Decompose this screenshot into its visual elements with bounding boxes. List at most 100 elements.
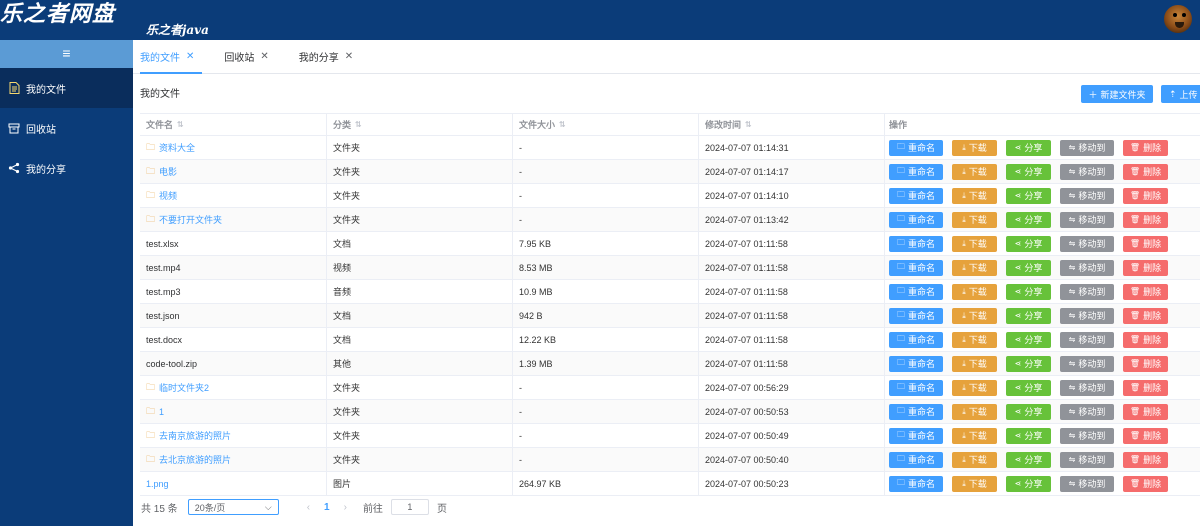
rename-button[interactable]: 🗀 重命名 xyxy=(889,283,943,300)
current-page-number[interactable]: 1 xyxy=(324,501,330,513)
column-header-time[interactable]: 修改时间 ⇅ xyxy=(699,114,885,135)
move-button[interactable]: ⇋ 移动到 xyxy=(1060,187,1114,204)
move-button[interactable]: ⇋ 移动到 xyxy=(1060,163,1114,180)
folder-link[interactable]: 资料大全 xyxy=(159,143,196,153)
column-header-name[interactable]: 文件名 ⇅ xyxy=(140,114,327,135)
tab-recycle-bin[interactable]: 回收站 ✕ xyxy=(224,39,276,73)
rename-button[interactable]: 🗀 重命名 xyxy=(889,259,943,276)
delete-button[interactable]: 🗑 删除 xyxy=(1123,187,1168,204)
next-page-icon[interactable]: › xyxy=(343,501,347,513)
share-button[interactable]: ⋖ 分享 xyxy=(1006,379,1051,396)
column-header-size[interactable]: 文件大小 ⇅ xyxy=(513,114,699,135)
page-size-select[interactable]: 20条/页 ⌵ xyxy=(187,499,279,515)
move-button[interactable]: ⇋ 移动到 xyxy=(1060,283,1114,300)
file-name[interactable]: 1.png xyxy=(146,478,169,489)
folder-link[interactable]: 去北京旅游的照片 xyxy=(159,455,232,465)
rename-button[interactable]: 🗀 重命名 xyxy=(889,211,943,228)
prev-page-icon[interactable]: ‹ xyxy=(306,501,311,513)
goto-page-input[interactable]: 1 xyxy=(390,499,429,515)
sidebar-item-recycle-bin[interactable]: 回收站 xyxy=(0,108,133,148)
column-header-type[interactable]: 分类 ⇅ xyxy=(327,114,513,135)
sidebar-item-my-files[interactable]: 我的文件 xyxy=(0,68,133,108)
move-button[interactable]: ⇋ 移动到 xyxy=(1060,427,1114,444)
move-button[interactable]: ⇋ 移动到 xyxy=(1060,403,1114,420)
move-button[interactable]: ⇋ 移动到 xyxy=(1060,139,1114,156)
download-button[interactable]: ⤓ 下载 xyxy=(952,451,997,468)
delete-button[interactable]: 🗑 删除 xyxy=(1123,403,1168,420)
move-button[interactable]: ⇋ 移动到 xyxy=(1060,451,1114,468)
folder-link[interactable]: 视频 xyxy=(159,191,178,201)
download-button[interactable]: ⤓ 下载 xyxy=(952,187,997,204)
download-button[interactable]: ⤓ 下载 xyxy=(952,307,997,324)
folder-link[interactable]: 去南京旅游的照片 xyxy=(159,431,232,441)
tab-my-shares[interactable]: 我的分享 ✕ xyxy=(299,39,361,73)
download-button[interactable]: ⤓ 下载 xyxy=(952,235,997,252)
move-button[interactable]: ⇋ 移动到 xyxy=(1060,307,1114,324)
delete-button[interactable]: 🗑 删除 xyxy=(1123,451,1168,468)
sort-icon[interactable]: ⇅ xyxy=(559,120,566,129)
download-button[interactable]: ⤓ 下载 xyxy=(952,427,997,444)
rename-button[interactable]: 🗀 重命名 xyxy=(889,331,943,348)
delete-button[interactable]: 🗑 删除 xyxy=(1123,379,1168,396)
download-button[interactable]: ⤓ 下载 xyxy=(952,331,997,348)
rename-button[interactable]: 🗀 重命名 xyxy=(889,403,943,420)
share-button[interactable]: ⋖ 分享 xyxy=(1006,163,1051,180)
tab-my-files[interactable]: 我的文件 ✕ xyxy=(140,39,203,74)
share-button[interactable]: ⋖ 分享 xyxy=(1006,235,1051,252)
share-button[interactable]: ⋖ 分享 xyxy=(1006,451,1051,468)
download-button[interactable]: ⤓ 下载 xyxy=(952,379,997,396)
folder-link[interactable]: 临时文件夹2 xyxy=(159,383,210,393)
share-button[interactable]: ⋖ 分享 xyxy=(1006,139,1051,156)
sort-icon[interactable]: ⇅ xyxy=(177,120,184,129)
delete-button[interactable]: 🗑 删除 xyxy=(1123,139,1168,156)
rename-button[interactable]: 🗀 重命名 xyxy=(889,235,943,252)
close-icon[interactable]: ✕ xyxy=(260,50,269,62)
share-button[interactable]: ⋖ 分享 xyxy=(1006,403,1051,420)
rename-button[interactable]: 🗀 重命名 xyxy=(889,163,943,180)
rename-button[interactable]: 🗀 重命名 xyxy=(889,379,943,396)
move-button[interactable]: ⇋ 移动到 xyxy=(1060,235,1114,252)
move-button[interactable]: ⇋ 移动到 xyxy=(1060,379,1114,396)
delete-button[interactable]: 🗑 删除 xyxy=(1123,283,1168,300)
share-button[interactable]: ⋖ 分享 xyxy=(1006,307,1051,324)
new-folder-button[interactable]: ＋ 新建文件夹 xyxy=(1081,85,1153,103)
move-button[interactable]: ⇋ 移动到 xyxy=(1060,331,1114,348)
delete-button[interactable]: 🗑 删除 xyxy=(1123,355,1168,372)
download-button[interactable]: ⤓ 下载 xyxy=(952,283,997,300)
close-icon[interactable]: ✕ xyxy=(186,50,195,62)
rename-button[interactable]: 🗀 重命名 xyxy=(889,139,943,156)
share-button[interactable]: ⋖ 分享 xyxy=(1006,283,1051,300)
share-button[interactable]: ⋖ 分享 xyxy=(1006,259,1051,276)
delete-button[interactable]: 🗑 删除 xyxy=(1123,211,1168,228)
folder-link[interactable]: 不要打开文件夹 xyxy=(159,215,223,225)
rename-button[interactable]: 🗀 重命名 xyxy=(889,355,943,372)
sort-icon[interactable]: ⇅ xyxy=(355,120,362,129)
download-button[interactable]: ⤓ 下载 xyxy=(952,475,997,492)
share-button[interactable]: ⋖ 分享 xyxy=(1006,211,1051,228)
folder-link[interactable]: 电影 xyxy=(159,167,178,177)
folder-link[interactable]: 1 xyxy=(159,406,165,417)
download-button[interactable]: ⤓ 下载 xyxy=(952,259,997,276)
share-button[interactable]: ⋖ 分享 xyxy=(1006,475,1051,492)
download-button[interactable]: ⤓ 下载 xyxy=(952,355,997,372)
delete-button[interactable]: 🗑 删除 xyxy=(1123,307,1168,324)
share-button[interactable]: ⋖ 分享 xyxy=(1006,187,1051,204)
upload-button[interactable]: ⇡ 上传 xyxy=(1161,85,1200,103)
move-button[interactable]: ⇋ 移动到 xyxy=(1060,259,1114,276)
menu-toggle-icon[interactable]: ≡ xyxy=(0,40,133,68)
sidebar-item-my-shares[interactable]: 我的分享 xyxy=(0,148,133,188)
rename-button[interactable]: 🗀 重命名 xyxy=(889,475,943,492)
rename-button[interactable]: 🗀 重命名 xyxy=(889,307,943,324)
move-button[interactable]: ⇋ 移动到 xyxy=(1060,211,1114,228)
delete-button[interactable]: 🗑 删除 xyxy=(1123,163,1168,180)
delete-button[interactable]: 🗑 删除 xyxy=(1123,475,1168,492)
rename-button[interactable]: 🗀 重命名 xyxy=(889,427,943,444)
delete-button[interactable]: 🗑 删除 xyxy=(1123,427,1168,444)
close-icon[interactable]: ✕ xyxy=(344,50,354,62)
delete-button[interactable]: 🗑 删除 xyxy=(1123,331,1168,348)
share-button[interactable]: ⋖ 分享 xyxy=(1006,427,1051,444)
delete-button[interactable]: 🗑 删除 xyxy=(1123,259,1168,276)
download-button[interactable]: ⤓ 下载 xyxy=(952,211,997,228)
move-button[interactable]: ⇋ 移动到 xyxy=(1060,475,1114,492)
download-button[interactable]: ⤓ 下载 xyxy=(952,163,997,180)
